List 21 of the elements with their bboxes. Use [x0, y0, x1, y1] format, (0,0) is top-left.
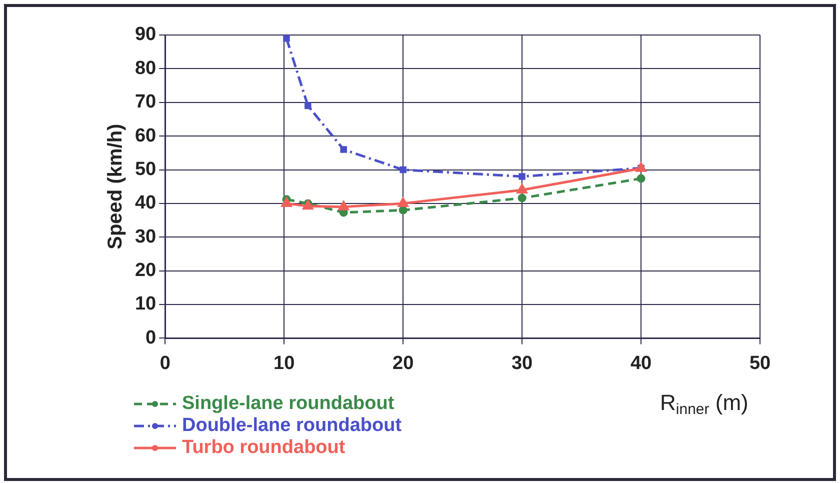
- legend-label: Turbo roundabout: [182, 437, 346, 459]
- x-axis-title: R$_{inner}$ (m): [660, 390, 748, 418]
- y-tick-label: 80: [134, 58, 156, 79]
- legend-label: Double-lane roundabout: [182, 415, 402, 437]
- y-tick-label: 30: [134, 226, 156, 248]
- y-tick-label: 40: [134, 192, 156, 214]
- y-tick-label: 70: [134, 92, 156, 113]
- x-tick-label: 20: [392, 352, 414, 374]
- y-tick-label: 60: [134, 125, 156, 146]
- x-tick-label: 30: [511, 352, 533, 374]
- y-axis-title: Speed (km/h): [104, 124, 127, 250]
- x-tick-label: 10: [274, 352, 295, 374]
- y-tick-label: 0: [146, 327, 156, 348]
- y-tick-label: 90: [134, 24, 156, 46]
- y-tick-label: 10: [134, 294, 156, 315]
- x-tick-label: 50: [749, 352, 771, 374]
- y-tick-label: 20: [134, 260, 156, 282]
- legend-label: Single-lane roundabout: [182, 393, 394, 415]
- x-tick-label: 40: [630, 352, 652, 374]
- y-tick-label: 50: [134, 158, 156, 180]
- x-tick-label: 0: [160, 352, 170, 374]
